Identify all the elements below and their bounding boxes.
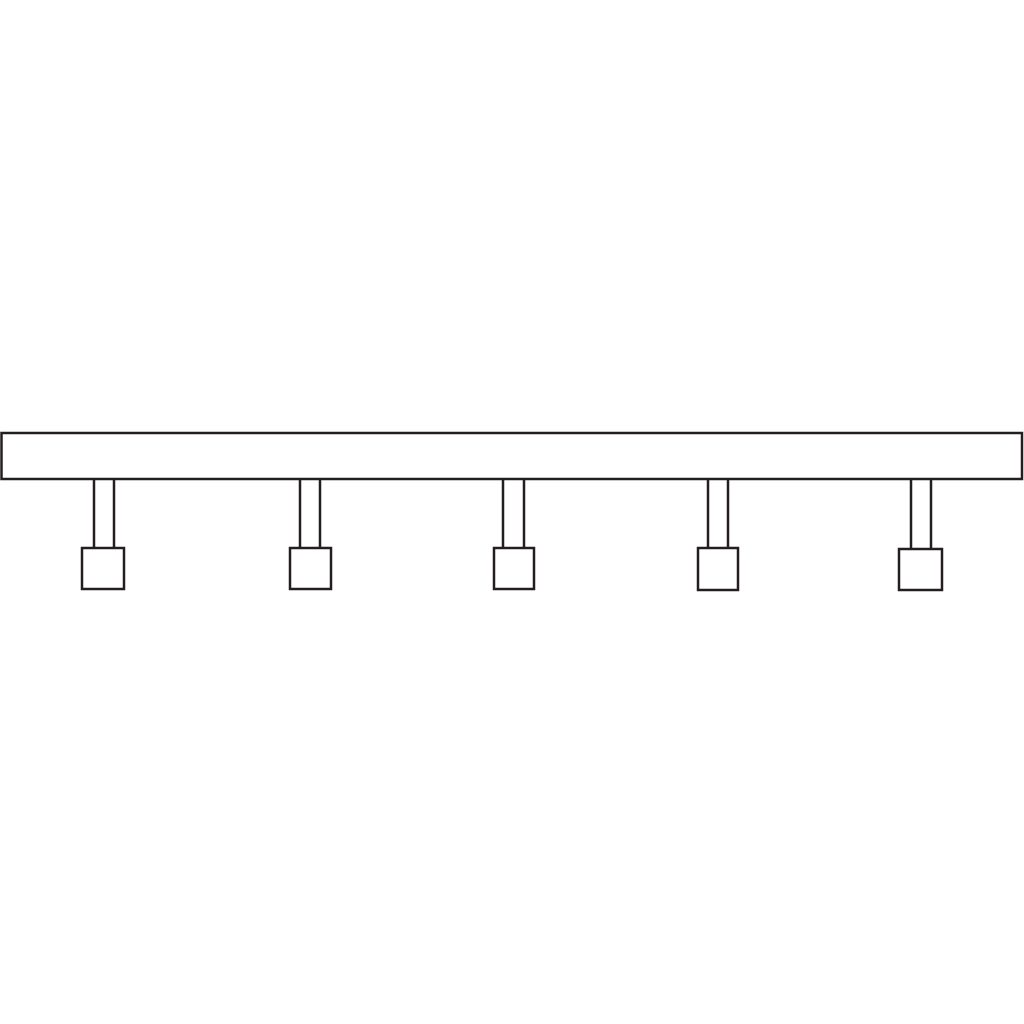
stem [706, 479, 730, 548]
foot [288, 546, 333, 591]
stem [501, 479, 526, 548]
stem [909, 479, 933, 549]
stem [92, 479, 116, 548]
stem [298, 479, 322, 548]
foot [492, 546, 536, 591]
foot [696, 546, 740, 592]
foot [897, 547, 944, 592]
rail [0, 431, 1024, 481]
foot [80, 546, 126, 591]
